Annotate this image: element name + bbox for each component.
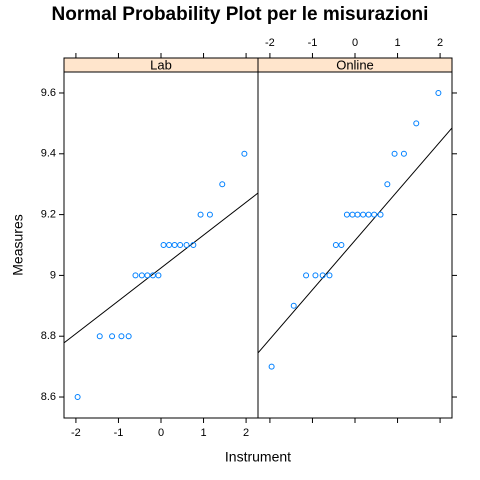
point <box>360 211 367 218</box>
point <box>303 272 310 279</box>
point <box>125 333 132 340</box>
point <box>149 272 156 279</box>
x-tick-label: 0 <box>352 37 358 49</box>
point <box>312 272 319 279</box>
point <box>384 181 391 188</box>
chart-title: Normal Probability Plot per le misurazio… <box>52 4 429 25</box>
point <box>413 120 420 127</box>
y-tick-label: 8.6 <box>41 391 56 403</box>
point <box>343 211 350 218</box>
y-tick-label: 9.2 <box>41 209 56 221</box>
y-tick-label: 9.4 <box>41 148 56 160</box>
point <box>332 242 339 248</box>
point <box>290 302 297 309</box>
point <box>160 242 167 248</box>
point <box>377 211 384 218</box>
point <box>138 272 145 279</box>
point <box>177 242 184 248</box>
x-tick-label: 1 <box>394 37 400 49</box>
x-tick-label: -2 <box>71 427 81 439</box>
strip-label: Online <box>336 57 374 72</box>
x-tick-label: 2 <box>437 37 443 49</box>
reference-line <box>257 127 453 354</box>
x-tick-label: 0 <box>158 427 164 439</box>
x-tick-label: -1 <box>114 427 124 439</box>
point <box>400 150 407 157</box>
y-tick-label: 9 <box>50 269 56 281</box>
panel <box>257 71 453 419</box>
point <box>319 272 326 279</box>
reference-line <box>63 192 259 344</box>
y-tick-label: 8.8 <box>41 330 56 342</box>
point <box>132 272 139 279</box>
point <box>74 394 81 401</box>
x-tick-label: -2 <box>265 37 275 49</box>
point <box>96 333 103 340</box>
point <box>391 150 398 157</box>
x-axis-label: Instrument <box>225 449 291 465</box>
point <box>109 333 116 340</box>
point <box>219 181 226 188</box>
point <box>349 211 356 218</box>
y-axis-label: Measures <box>10 214 26 275</box>
point <box>371 211 378 218</box>
point <box>190 242 197 248</box>
point <box>144 272 151 279</box>
x-tick-label: -1 <box>308 37 318 49</box>
point <box>241 150 248 157</box>
point <box>197 211 204 218</box>
point <box>338 242 345 248</box>
x-tick-label: 1 <box>200 427 206 439</box>
y-tick-label: 9.6 <box>41 87 56 99</box>
point <box>326 272 333 279</box>
point <box>171 242 178 248</box>
point <box>206 211 213 218</box>
point <box>118 333 125 340</box>
point <box>155 272 162 279</box>
point <box>268 363 275 370</box>
point <box>166 242 173 248</box>
point <box>183 242 190 248</box>
point <box>435 89 442 96</box>
x-tick-label: 2 <box>243 427 249 439</box>
point <box>365 211 372 218</box>
point <box>354 211 361 218</box>
strip-label: Lab <box>150 57 172 72</box>
